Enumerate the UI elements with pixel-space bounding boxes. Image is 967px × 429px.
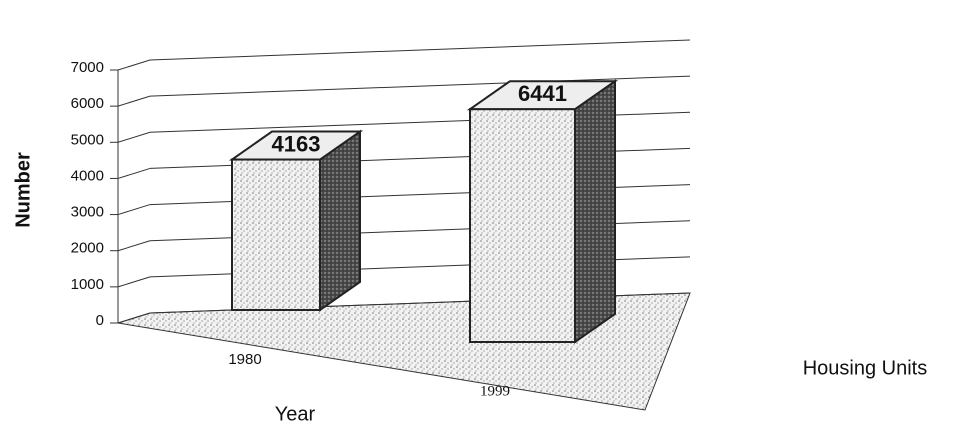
data-label: 6441 bbox=[518, 81, 567, 106]
y-tick-label: 2000 bbox=[71, 240, 104, 257]
y-axis-title: Number bbox=[12, 152, 34, 228]
bar bbox=[231, 158, 321, 311]
grid-line bbox=[149, 39, 691, 61]
x-tick-label: 1980 bbox=[228, 351, 261, 368]
grid-line bbox=[117, 131, 151, 143]
bar-side bbox=[574, 79, 616, 344]
bar bbox=[469, 108, 576, 343]
grid-line bbox=[149, 75, 691, 97]
x-axis-title: Year bbox=[275, 403, 316, 425]
grid-line bbox=[117, 95, 151, 107]
grid-line bbox=[117, 276, 151, 288]
y-tick-label: 1000 bbox=[71, 276, 104, 293]
legend-entry: Housing Units bbox=[803, 357, 928, 379]
y-tick-label: 6000 bbox=[71, 95, 104, 112]
grid-line bbox=[117, 204, 151, 216]
bar-side bbox=[319, 129, 361, 312]
grid-line bbox=[117, 312, 151, 324]
data-label: 4163 bbox=[272, 131, 321, 156]
y-tick-label: 7000 bbox=[71, 59, 104, 76]
x-tick-label: 1999 bbox=[480, 383, 510, 399]
y-tick-label: 3000 bbox=[71, 204, 104, 221]
y-tick-label: 5000 bbox=[71, 131, 104, 148]
grid-line bbox=[117, 59, 151, 71]
grid-line bbox=[117, 240, 151, 252]
y-tick-label: 4000 bbox=[71, 167, 104, 184]
y-tick-label: 0 bbox=[96, 312, 104, 329]
grid-line bbox=[117, 167, 151, 179]
